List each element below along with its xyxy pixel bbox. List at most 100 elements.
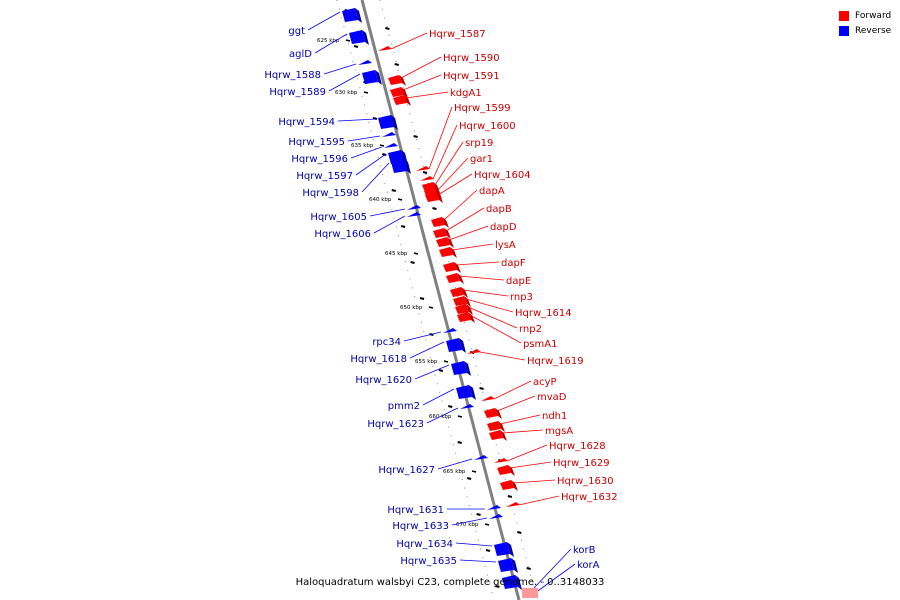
gene-leader-line xyxy=(434,141,464,186)
gene-leader-line xyxy=(493,380,532,400)
gene-block xyxy=(358,60,372,65)
gene-label-reverse: Hqrw_1634 xyxy=(396,539,453,550)
tick-mark xyxy=(400,225,406,228)
gene-leader-line xyxy=(506,444,548,462)
gene-leader-line xyxy=(405,91,449,99)
gene-leader-line xyxy=(361,162,390,193)
gene-label-reverse: Hqrw_1595 xyxy=(288,137,345,148)
gene-block xyxy=(522,588,538,598)
gene-leader-line xyxy=(451,243,494,251)
gene-label-forward: Hqrw_1619 xyxy=(527,356,584,367)
gene-block xyxy=(474,455,488,460)
tick-mark xyxy=(385,27,390,30)
tick-mark xyxy=(413,135,418,138)
gene-label-forward: kdgA1 xyxy=(450,88,482,99)
gene-label-reverse: Hqrw_1596 xyxy=(291,154,348,165)
gene-leader-line xyxy=(426,407,459,424)
gene-leader-line xyxy=(437,173,473,196)
gene-label-forward: lysA xyxy=(495,240,516,251)
gene-label-forward: korB xyxy=(573,545,596,556)
kbp-tick xyxy=(363,91,369,94)
gene-block xyxy=(487,505,501,510)
gene-block xyxy=(487,421,505,432)
gene-label-forward: Hqrw_1629 xyxy=(553,458,610,469)
gene-leader-line xyxy=(414,364,450,380)
gene-label-forward: acyP xyxy=(533,377,557,388)
gene-block xyxy=(494,458,508,463)
gene-leader-line xyxy=(402,74,442,91)
gene-leader-line xyxy=(467,306,518,329)
kbp-tick xyxy=(345,39,351,42)
gene-block xyxy=(484,408,502,419)
kbp-tick-label: 650 kbp xyxy=(400,305,423,311)
gene-leader-line xyxy=(443,189,478,221)
legend-reverse: Reverse xyxy=(839,23,891,38)
kbp-tick-label: 630 kbp xyxy=(335,90,358,96)
gene-label-reverse: Hqrw_1635 xyxy=(400,556,457,567)
gene-block xyxy=(362,70,382,85)
gene-block xyxy=(498,558,518,573)
tick-mark xyxy=(466,477,472,480)
tick-mark xyxy=(372,117,378,120)
gene-leader-line xyxy=(455,542,493,547)
gene-label-forward: Hqrw_1614 xyxy=(515,308,572,319)
gene-block xyxy=(446,338,466,353)
tick-mark xyxy=(422,171,428,174)
kbp-tick-label: 660 kbp xyxy=(429,414,452,420)
tick-mark xyxy=(485,549,491,552)
gene-block xyxy=(407,212,421,217)
gene-block xyxy=(388,75,406,86)
gene-label-reverse: Hqrw_1606 xyxy=(314,229,371,240)
gene-leader-line xyxy=(428,106,453,170)
tick-mark xyxy=(448,405,453,408)
gene-block xyxy=(378,46,392,51)
gene-label-forward: dapE xyxy=(506,276,531,287)
gene-label-forward: Hqrw_1630 xyxy=(557,476,614,487)
gene-block xyxy=(420,176,434,181)
gene-leader-line xyxy=(533,548,572,589)
gene-leader-line xyxy=(436,157,469,192)
gene-label-forward: Hqrw_1599 xyxy=(454,103,511,114)
gene-label-forward: mvaD xyxy=(537,392,567,403)
kbp-tick xyxy=(397,198,403,201)
tick-mark xyxy=(432,207,437,210)
gene-leader-line xyxy=(390,32,428,50)
tick-mark xyxy=(410,261,415,264)
gene-leader-line xyxy=(469,314,522,344)
gene-leader-line xyxy=(451,517,488,526)
kbp-tick xyxy=(413,252,419,255)
kbp-tick-label: 635 kbp xyxy=(351,143,374,149)
kbp-tick xyxy=(471,470,477,473)
gene-leader-line xyxy=(459,559,497,563)
gene-leader-line xyxy=(432,124,458,180)
gene-block xyxy=(455,304,473,315)
gene-leader-line xyxy=(323,63,357,75)
gene-leader-line xyxy=(307,11,341,31)
gene-block xyxy=(393,95,411,106)
kbp-tick-label: 655 kbp xyxy=(415,359,438,365)
gene-block xyxy=(390,87,408,98)
gene-label-reverse: Hqrw_1631 xyxy=(387,505,444,516)
gene-leader-line xyxy=(455,261,500,266)
gene-leader-line xyxy=(479,351,526,361)
tick-mark xyxy=(382,153,387,156)
kbp-tick xyxy=(484,523,490,526)
map-caption: Haloquadratum walsbyi C23, complete geno… xyxy=(295,577,605,588)
kbp-tick xyxy=(379,144,385,147)
gene-label-forward: Hqrw_1587 xyxy=(429,29,486,40)
gene-leader-line xyxy=(373,215,406,234)
gene-label-reverse: rpc34 xyxy=(372,337,401,348)
gene-block xyxy=(431,217,449,228)
gene-block xyxy=(439,247,457,258)
gene-label-forward: srp19 xyxy=(465,138,493,149)
gene-block xyxy=(443,328,457,333)
gene-label-reverse: Hqrw_1594 xyxy=(278,117,335,128)
gene-leader-line xyxy=(328,73,361,92)
gene-label-forward: rnp3 xyxy=(510,292,533,303)
gene-block xyxy=(481,396,495,401)
gene-block xyxy=(342,8,362,23)
gene-label-reverse: Hqrw_1623 xyxy=(367,419,424,430)
gene-label-forward: Hqrw_1604 xyxy=(474,170,531,181)
gene-leader-line xyxy=(465,298,514,313)
